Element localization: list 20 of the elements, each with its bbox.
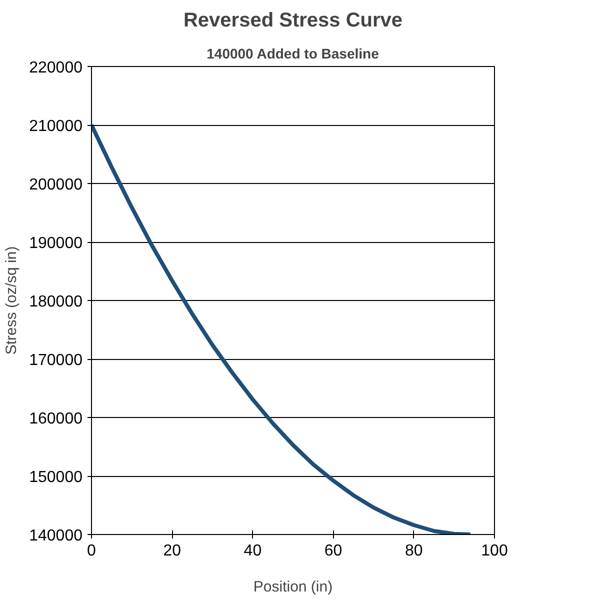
chart-title: Reversed Stress Curve: [183, 10, 403, 32]
x-tick-label: 40: [244, 542, 262, 560]
chart-subtitle: 140000 Added to Baseline: [206, 46, 380, 62]
x-axis-title: Position (in): [253, 578, 333, 596]
y-axis-title: Stress (oz/sq in): [3, 246, 20, 355]
y-tick-label: 220000: [29, 60, 83, 76]
x-tick-label: 0: [87, 542, 96, 560]
line-series: [92, 123, 472, 534]
y-tick-label: 150000: [29, 469, 83, 486]
x-tick-label: 100: [481, 542, 508, 560]
y-tick-label: 160000: [29, 410, 83, 428]
x-tick-label: 80: [405, 542, 423, 560]
y-tick-label: 200000: [29, 176, 83, 194]
y-tick-label: 170000: [29, 352, 83, 369]
y-tick-label: 210000: [29, 118, 83, 135]
y-tick-label: 180000: [29, 294, 83, 310]
y-tick-label: 190000: [29, 235, 83, 252]
x-tick-label: 60: [324, 542, 342, 560]
y-tick-label: 140000: [29, 528, 83, 544]
x-tick-label: 20: [163, 542, 182, 560]
